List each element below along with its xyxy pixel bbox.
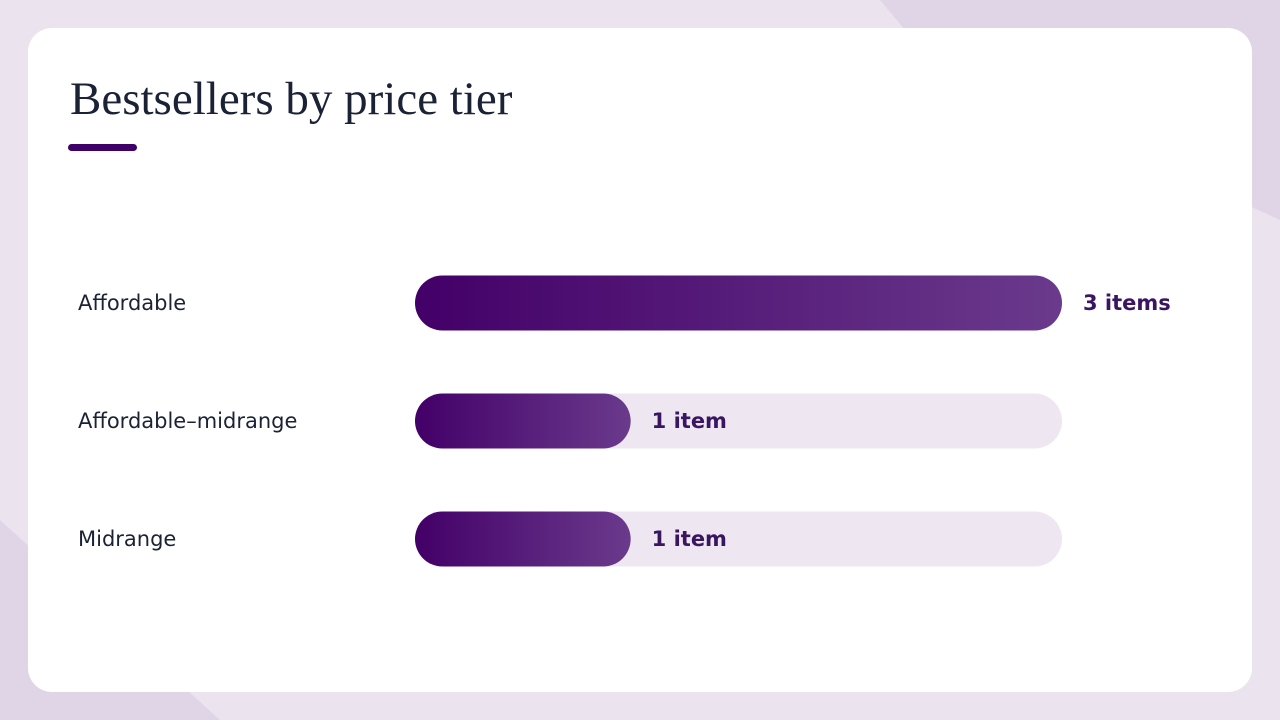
value-label: 1 item [652,527,727,551]
chart-title: Bestsellers by price tier [70,73,513,125]
value-label: 3 items [1083,291,1171,315]
card [28,28,1252,692]
category-label: Midrange [78,527,176,551]
category-label: Affordable [78,291,186,315]
bar [415,275,1062,331]
title-underline [68,144,137,151]
category-label: Affordable–midrange [78,409,297,433]
bar [415,511,631,567]
bar [415,393,631,449]
value-label: 1 item [652,409,727,433]
plot: Affordable 3 items Affordable–midrange 1 it… [78,275,1171,567]
